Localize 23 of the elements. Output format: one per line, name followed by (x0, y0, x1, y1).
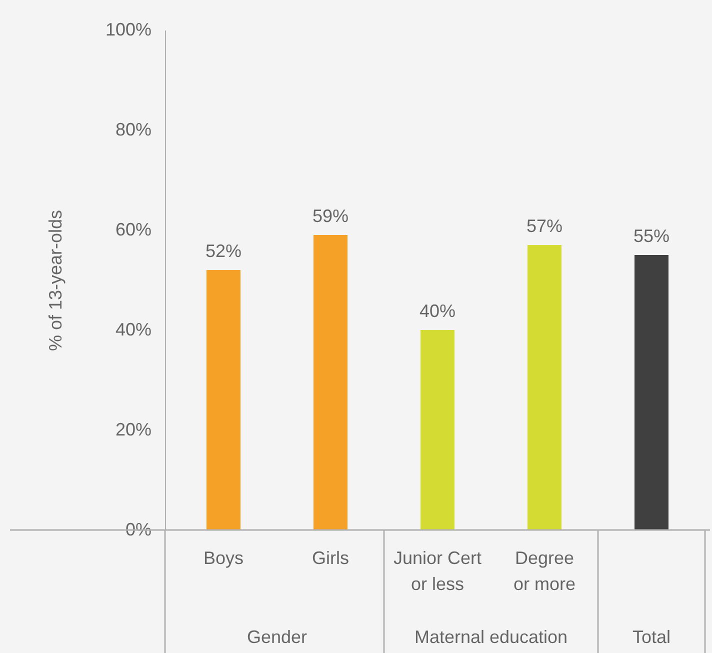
data-label: 52% (205, 241, 242, 261)
data-label: 57% (526, 216, 563, 236)
text: Total (632, 627, 671, 647)
y-tick-label: 20% (115, 420, 152, 440)
text: Gender (246, 627, 308, 647)
text: Maternal education (414, 627, 568, 647)
bar (206, 270, 240, 530)
x-tick-label: Degree or more (513, 548, 576, 594)
x-tick-label: Junior Cert or less (393, 548, 482, 594)
y-tick-label: 60% (115, 220, 152, 240)
x-tick-label: Girls (312, 548, 349, 568)
data-label: 59% (312, 206, 349, 226)
y-tick-label: 80% (115, 120, 152, 140)
y-tick-label: 40% (115, 320, 152, 340)
data-label: 40% (419, 301, 456, 321)
bar (314, 235, 348, 530)
bar (634, 255, 668, 530)
data-label: 55% (633, 226, 670, 246)
bar (420, 330, 454, 530)
y-tick-label: 100% (105, 20, 152, 40)
bar (528, 245, 562, 530)
y-axis-title: % of 13-year-olds (45, 210, 66, 352)
x-tick-label: Boys (203, 548, 244, 568)
